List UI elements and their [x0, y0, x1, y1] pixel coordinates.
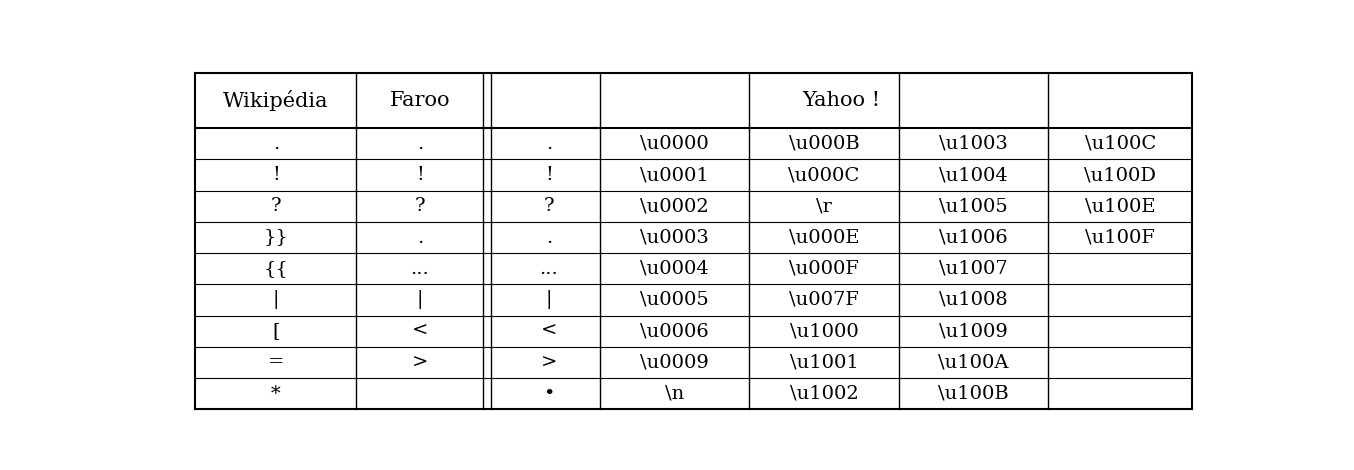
Text: ?: ? [271, 197, 282, 215]
Text: <: < [412, 322, 428, 340]
Text: \u0000: \u0000 [640, 135, 709, 153]
Text: \u1004: \u1004 [940, 166, 1007, 184]
Text: \u1003: \u1003 [940, 135, 1007, 153]
Text: <: < [540, 322, 556, 340]
Text: \u0004: \u0004 [640, 260, 709, 278]
Text: *: * [271, 384, 280, 403]
Text: \u100A: \u100A [938, 353, 1009, 371]
Text: Faroo: Faroo [390, 91, 450, 110]
Text: \u0001: \u0001 [640, 166, 709, 184]
Text: .: . [546, 135, 552, 153]
Text: |: | [546, 290, 552, 309]
Text: \u0002: \u0002 [640, 197, 709, 215]
Text: \u000C: \u000C [788, 166, 860, 184]
Text: \u0006: \u0006 [640, 322, 709, 340]
Text: >: > [540, 353, 556, 371]
Text: \u1008: \u1008 [940, 291, 1007, 309]
Text: {{: {{ [264, 260, 288, 278]
Text: ?: ? [544, 197, 554, 215]
Text: \u1005: \u1005 [940, 197, 1007, 215]
Text: !: ! [546, 166, 552, 184]
Text: Yahoo !: Yahoo ! [803, 91, 880, 110]
Text: \u1009: \u1009 [940, 322, 1007, 340]
Text: .: . [417, 135, 422, 153]
Text: \u1006: \u1006 [940, 228, 1007, 246]
Text: |: | [272, 290, 279, 309]
Text: \u0009: \u0009 [640, 353, 709, 371]
Text: \u000F: \u000F [789, 260, 858, 278]
Text: .: . [272, 135, 279, 153]
Text: \r: \r [816, 197, 831, 215]
Text: \u100C: \u100C [1085, 135, 1156, 153]
Text: ...: ... [540, 260, 558, 278]
Text: \u0005: \u0005 [640, 291, 709, 309]
Text: ?: ? [414, 197, 425, 215]
Text: •: • [543, 384, 555, 403]
Text: \n: \n [665, 384, 684, 403]
Text: [: [ [272, 322, 279, 340]
Text: \u000B: \u000B [788, 135, 860, 153]
Text: .: . [417, 228, 422, 246]
Text: \u1002: \u1002 [789, 384, 858, 403]
Text: \u0003: \u0003 [640, 228, 709, 246]
Text: !: ! [416, 166, 424, 184]
Text: \u000E: \u000E [789, 228, 860, 246]
Text: >: > [412, 353, 428, 371]
Text: \u007F: \u007F [789, 291, 858, 309]
Text: \u1007: \u1007 [940, 260, 1007, 278]
Text: =: = [268, 353, 284, 371]
Text: }}: }} [264, 228, 288, 246]
Text: Wikipédia: Wikipédia [223, 90, 329, 111]
Text: \u100E: \u100E [1085, 197, 1155, 215]
Text: !: ! [272, 166, 280, 184]
Text: ...: ... [410, 260, 429, 278]
Text: |: | [417, 290, 422, 309]
Text: \u100D: \u100D [1085, 166, 1156, 184]
Text: \u100B: \u100B [938, 384, 1009, 403]
Text: .: . [546, 228, 552, 246]
Text: \u1001: \u1001 [789, 353, 858, 371]
Text: \u100F: \u100F [1086, 228, 1155, 246]
Text: \u1000: \u1000 [789, 322, 858, 340]
